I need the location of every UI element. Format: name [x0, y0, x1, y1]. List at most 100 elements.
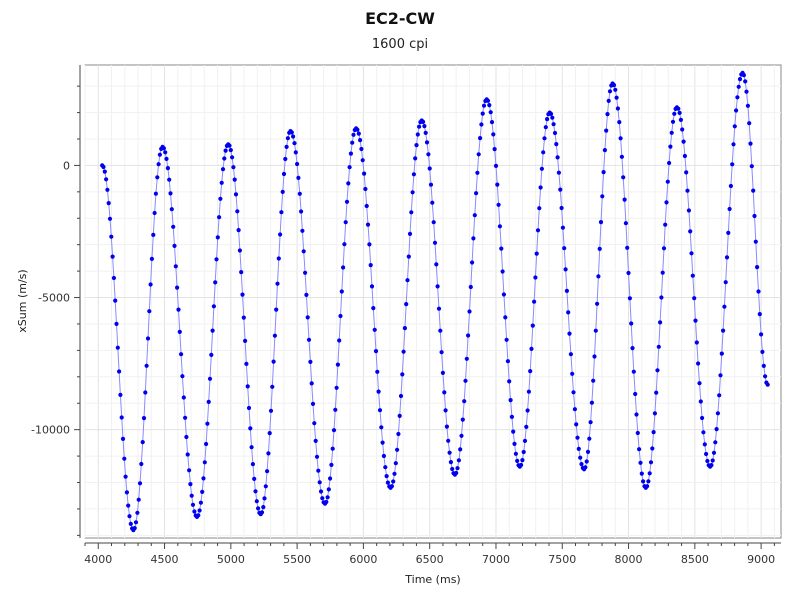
data-point [122, 456, 127, 461]
data-point [765, 382, 770, 387]
data-point [157, 152, 162, 157]
data-point [748, 141, 753, 146]
data-point [463, 378, 468, 383]
data-point [537, 206, 542, 211]
data-point [239, 270, 244, 275]
data-point [663, 222, 668, 227]
data-point [272, 333, 277, 338]
x-tick-label: 7000 [482, 553, 510, 566]
data-point [459, 433, 464, 438]
data-point [526, 389, 532, 394]
data-point [362, 171, 367, 176]
data-point [259, 510, 265, 515]
chart-title: EC2-CW [365, 9, 435, 28]
data-point [737, 77, 743, 82]
data-point [572, 407, 578, 412]
data-point [734, 108, 739, 113]
data-point [677, 110, 682, 115]
data-point [535, 228, 541, 233]
data-point [747, 121, 752, 126]
data-point [602, 148, 608, 153]
data-point [402, 326, 407, 331]
data-point [587, 436, 592, 441]
data-point [164, 156, 169, 161]
data-point [254, 499, 259, 504]
data-point [334, 385, 339, 390]
data-point [379, 425, 384, 430]
data-point [155, 175, 160, 180]
data-point [522, 438, 528, 443]
x-tick-label: 6000 [349, 553, 377, 566]
data-point [231, 165, 236, 170]
data-point [262, 496, 267, 501]
data-point [432, 240, 438, 245]
data-point [460, 417, 465, 422]
data-point [185, 452, 190, 457]
data-point [670, 119, 676, 124]
data-point [236, 228, 241, 233]
data-point [196, 513, 201, 518]
data-point [381, 453, 386, 459]
data-point [661, 246, 667, 251]
data-point [126, 503, 131, 508]
data-point [533, 275, 538, 280]
data-point [326, 487, 331, 492]
data-point [436, 306, 442, 311]
data-point [423, 130, 428, 135]
data-point [545, 117, 550, 122]
data-point [324, 499, 329, 505]
data-point [213, 280, 218, 285]
data-point [136, 497, 141, 502]
data-point [223, 148, 228, 153]
data-point [104, 177, 109, 182]
data-point [328, 476, 333, 481]
data-point [137, 481, 143, 486]
data-point [496, 202, 501, 207]
data-point [267, 431, 272, 436]
data-point [377, 408, 383, 413]
data-point [631, 369, 636, 374]
data-point [395, 447, 400, 452]
data-point [667, 160, 672, 166]
data-point [633, 391, 638, 397]
data-point [635, 430, 640, 436]
data-point [579, 462, 584, 467]
data-point [300, 228, 305, 233]
data-point [493, 163, 499, 168]
data-point [325, 495, 330, 500]
data-point [551, 122, 556, 127]
data-point [520, 458, 525, 463]
data-point [499, 246, 504, 251]
data-point [665, 179, 670, 184]
data-point [641, 479, 646, 484]
data-point [110, 254, 115, 259]
x-tick-label: 9000 [747, 553, 775, 566]
data-point [119, 415, 124, 420]
data-point [562, 246, 567, 251]
data-point [593, 328, 598, 333]
data-point [619, 154, 625, 159]
data-point [120, 436, 126, 441]
data-point [621, 175, 626, 180]
data-point [389, 484, 394, 489]
data-point [559, 205, 564, 211]
data-point [462, 399, 467, 404]
data-point [548, 111, 554, 116]
data-point [237, 248, 242, 253]
data-point [189, 493, 194, 498]
data-point [220, 167, 226, 172]
data-point [605, 112, 610, 117]
data-point [444, 424, 449, 429]
data-point [393, 461, 398, 466]
data-point [358, 138, 363, 143]
data-point [172, 243, 177, 248]
data-point [227, 143, 232, 148]
data-point [645, 484, 650, 489]
data-point [717, 393, 722, 398]
data-point [534, 251, 539, 256]
data-point [279, 210, 284, 215]
data-point [543, 125, 548, 130]
data-point [686, 208, 692, 213]
data-point [180, 374, 185, 379]
data-point [301, 249, 306, 254]
